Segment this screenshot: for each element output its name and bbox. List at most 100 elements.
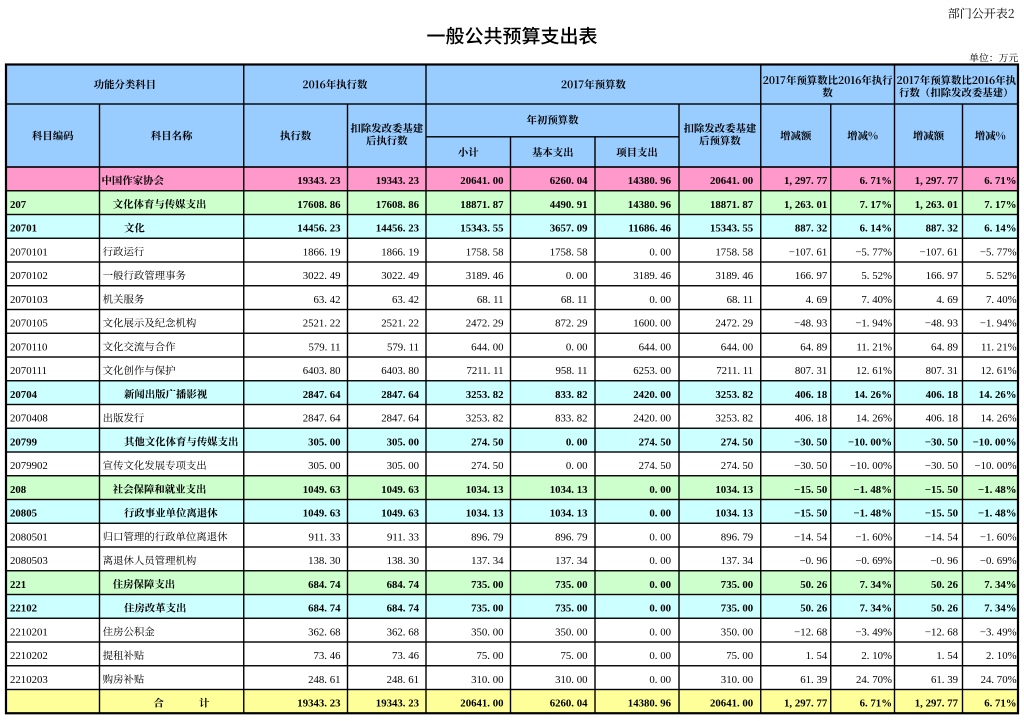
svg-text:2079902: 2079902 [10,460,48,472]
svg-text:3253.82: 3253. 82 [715,389,753,401]
svg-text:63.42: 63. 42 [314,294,341,306]
svg-text:19343.23: 19343. 23 [297,175,341,187]
svg-text:735.00: 735. 00 [555,579,587,591]
svg-text:138.30: 138. 30 [308,555,340,567]
svg-text:7.40%: 7. 40% [861,294,892,306]
svg-text:0.00: 0. 00 [566,436,588,448]
svg-text:0.00: 0. 00 [649,246,671,258]
svg-text:274.50: 274. 50 [471,460,503,472]
svg-text:20701: 20701 [10,223,37,235]
svg-text:17608.86: 17608. 86 [297,199,341,211]
svg-text:1866.19: 1866. 19 [303,246,341,258]
svg-text:6.71%: 6. 71% [860,698,892,710]
svg-text:896.79: 896. 79 [471,531,503,543]
svg-text:1,297.77: 1, 297. 77 [784,175,828,187]
svg-text:−107.61: −107. 61 [920,246,958,258]
svg-text:18871.87: 18871. 87 [710,199,754,211]
svg-text:1,297.77: 1, 297. 77 [784,698,828,710]
svg-text:0.00: 0. 00 [649,508,671,520]
svg-text:2210203: 2210203 [10,674,48,686]
svg-text:911.33: 911. 33 [309,531,341,543]
svg-text:3022.49: 3022. 49 [303,270,341,282]
svg-text:274.50: 274. 50 [721,436,753,448]
svg-text:2070101: 2070101 [10,246,48,258]
svg-text:2.10%: 2. 10% [861,650,892,662]
svg-text:14.26%: 14. 26% [856,413,892,425]
svg-text:14.26%: 14. 26% [854,389,892,401]
svg-text:5.52%: 5. 52% [861,270,892,282]
svg-text:887.32: 887. 32 [795,223,827,235]
svg-text:75.00: 75. 00 [561,650,588,662]
svg-text:68.11: 68. 11 [561,294,588,306]
svg-text:735.00: 735. 00 [721,603,753,615]
svg-text:406.18: 406. 18 [926,413,958,425]
svg-text:−10.00%: −10. 00% [973,436,1017,448]
svg-text:2847.64: 2847. 64 [303,413,341,425]
svg-text:20641.00: 20641. 00 [460,175,503,187]
svg-text:305.00: 305. 00 [387,436,419,448]
svg-text:−30.50: −30. 50 [925,436,958,448]
svg-text:406.18: 406. 18 [926,389,959,401]
svg-text:2070103: 2070103 [10,294,48,306]
svg-text:310.00: 310. 00 [721,674,753,686]
svg-text:2080503: 2080503 [10,555,48,567]
svg-text:−107.61: −107. 61 [789,246,827,258]
svg-text:896.79: 896. 79 [721,531,753,543]
svg-text:274.50: 274. 50 [721,460,753,472]
svg-text:2521.22: 2521. 22 [381,318,419,330]
svg-text:274.50: 274. 50 [639,436,671,448]
svg-text:19343.23: 19343. 23 [376,175,420,187]
svg-text:2070111: 2070111 [10,365,47,377]
svg-text:12.61%: 12. 61% [981,365,1017,377]
svg-text:2070110: 2070110 [10,341,47,353]
svg-text:1,263.01: 1, 263. 01 [915,199,958,211]
svg-text:4.69: 4. 69 [806,294,828,306]
svg-text:1049.63: 1049. 63 [303,484,341,496]
svg-text:958.11: 958. 11 [555,365,587,377]
svg-text:1034.13: 1034. 13 [715,508,753,520]
svg-text:7.34%: 7. 34% [984,579,1016,591]
svg-text:68.11: 68. 11 [727,294,754,306]
svg-text:−15.50: −15. 50 [794,508,827,520]
svg-text:1049.63: 1049. 63 [381,508,419,520]
svg-text:1758.58: 1758. 58 [550,246,588,258]
svg-text:−1.48%: −1. 48% [978,508,1017,520]
svg-text:−5.77%: −5. 77% [980,246,1017,258]
svg-text:5.52%: 5. 52% [986,270,1017,282]
svg-text:0.00: 0. 00 [649,650,671,662]
svg-text:2472.29: 2472. 29 [466,318,504,330]
svg-text:15343.55: 15343. 55 [710,223,753,235]
svg-text:684.74: 684. 74 [308,603,341,615]
svg-text:911.33: 911. 33 [387,531,419,543]
svg-text:207: 207 [10,199,27,211]
svg-text:735.00: 735. 00 [471,579,503,591]
svg-text:12.61%: 12. 61% [856,365,892,377]
svg-text:3253.82: 3253. 82 [715,413,753,425]
svg-text:1034.13: 1034. 13 [550,508,588,520]
svg-text:6260.04: 6260. 04 [550,698,588,710]
svg-text:735.00: 735. 00 [471,603,503,615]
svg-text:6.71%: 6. 71% [984,175,1016,187]
svg-text:−15.50: −15. 50 [925,484,958,496]
svg-text:11686.46: 11686. 46 [628,223,671,235]
svg-text:305.00: 305. 00 [387,460,419,472]
svg-text:833.82: 833. 82 [555,389,587,401]
svg-text:1049.63: 1049. 63 [381,484,419,496]
svg-text:248.61: 248. 61 [387,674,419,686]
svg-text:64.89: 64. 89 [931,341,958,353]
svg-text:7.34%: 7. 34% [860,603,892,615]
svg-text:−48.93: −48. 93 [925,318,958,330]
svg-text:2210201: 2210201 [10,626,48,638]
svg-text:2070102: 2070102 [10,270,48,282]
svg-text:2210202: 2210202 [10,650,48,662]
svg-text:−15.50: −15. 50 [925,508,958,520]
svg-text:−30.50: −30. 50 [925,460,958,472]
svg-text:6253.00: 6253. 00 [633,365,671,377]
svg-text:7.40%: 7. 40% [986,294,1017,306]
svg-text:305.00: 305. 00 [308,460,340,472]
svg-text:11.21%: 11. 21% [856,341,892,353]
svg-text:61.39: 61. 39 [931,674,958,686]
svg-text:310.00: 310. 00 [471,674,503,686]
svg-text:−0.69%: −0. 69% [855,555,892,567]
svg-text:0.00: 0. 00 [649,603,671,615]
